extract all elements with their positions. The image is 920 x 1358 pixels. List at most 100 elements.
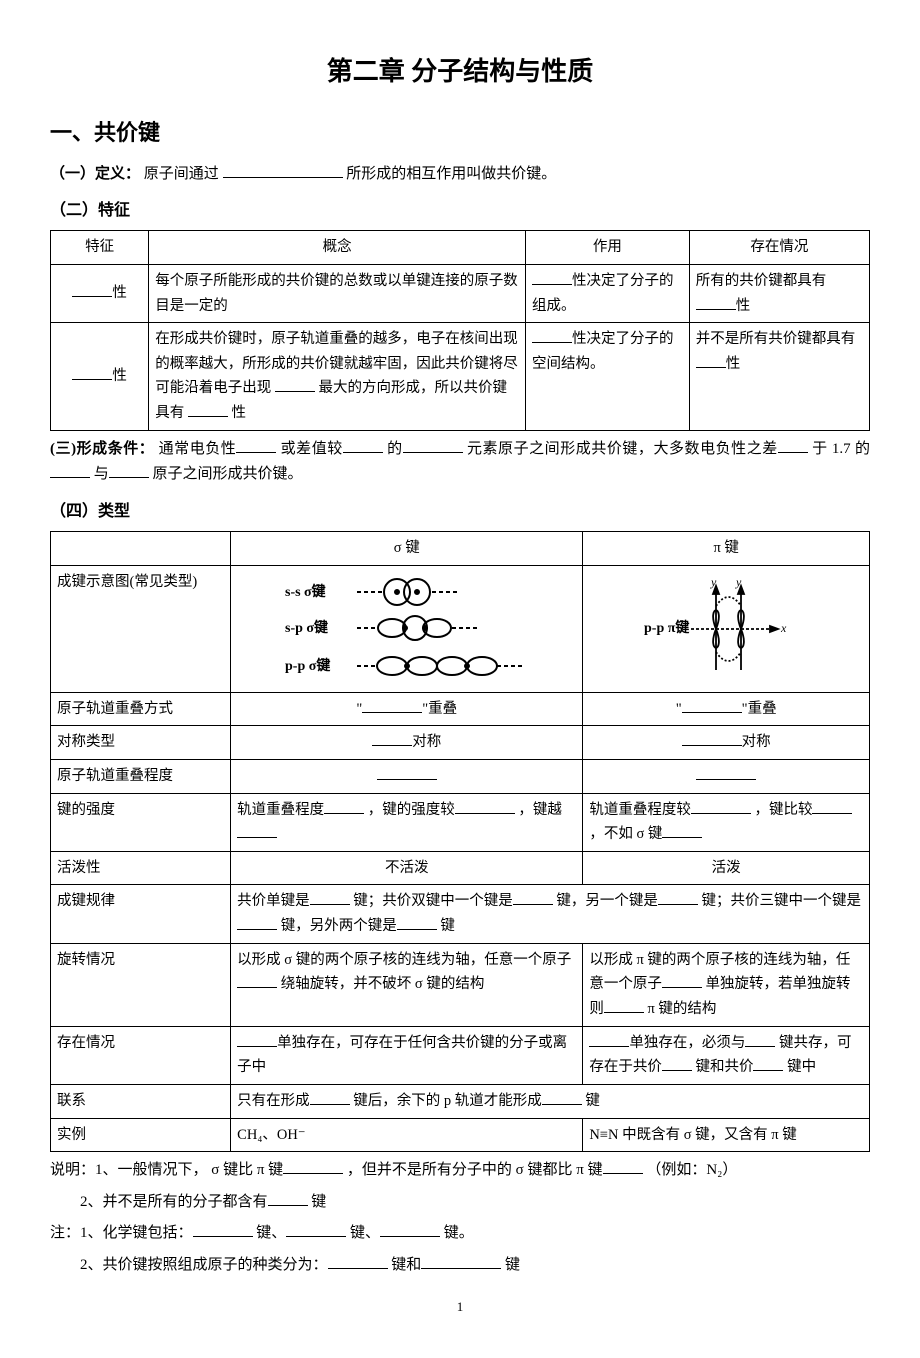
blank [72,365,112,381]
blank [310,1089,350,1105]
blank [237,973,277,989]
th-concept: 概念 [149,231,526,265]
text: 轨道重叠程度较 [589,802,691,818]
blank [812,798,852,814]
table-row: 对称类型 对称 对称 [51,726,870,760]
text: 键后，余下的 p 轨道才能形成 [353,1093,542,1109]
definition-label: （一）定义： [50,166,140,182]
blank [286,1221,346,1237]
blank [283,1158,343,1174]
text: 键和共价 [695,1059,753,1075]
cell-text: 性 [112,285,127,301]
cell-text: 性 [726,356,741,372]
row-label: 活泼性 [51,851,231,885]
table-row: 原子轨道重叠方式 ""重叠 ""重叠 [51,692,870,726]
blank [237,823,277,839]
blank [310,890,350,906]
text: 键 [311,1194,326,1210]
th-pi: π 键 [583,531,870,565]
text: ，但并不是所有分子中的 σ 键都比 π 键 [347,1162,603,1178]
blank [268,1190,308,1206]
text: 单独存在，必须与 [629,1035,745,1051]
text: 与 [94,466,109,482]
table-row: 键的强度 轨道重叠程度 ，键的强度较 ，键越 轨道重叠程度较 ，键比较 ，不如 … [51,793,870,851]
text: 键和 [391,1257,421,1273]
text: ，键越 [518,802,562,818]
text: 以形成 σ 键的两个原子核的连线为轴，任意一个原子 [237,952,571,968]
row-label: 成键规律 [51,885,231,943]
table-row: 联系 只有在形成 键后，余下的 p 轨道才能形成 键 [51,1084,870,1118]
text: 轨道重叠程度 [237,802,324,818]
table-row: 存在情况 单独存在，可存在于任何含共价键的分子或离子中 单独存在，必须与 键共存… [51,1026,870,1084]
blank [691,798,751,814]
blank [658,890,698,906]
blank [343,437,383,453]
formation-conditions: (三)形成条件： 通常电负性 或差值较 的 元素原子之间形成共价键，大多数电负性… [50,437,870,488]
definition-text-a: 原子间通过 [144,166,219,182]
text: 键，另外两个键是 [281,918,397,934]
row-label: 存在情况 [51,1026,231,1084]
blank [513,890,553,906]
text: 绕轴旋转，并不破坏 σ 键的结构 [281,976,485,992]
blank [682,731,742,747]
svg-text:p-p σ键: p-p σ键 [285,657,331,674]
features-table: 特征 概念 作用 存在情况 性 每个原子所能形成的共价键的总数或以单键连接的原子… [50,230,870,430]
text: （例如：N₂） [646,1162,737,1178]
blank [328,1253,388,1269]
svg-text:p-p π键: p-p π键 [644,619,690,636]
blank [275,377,315,393]
text: 元素原子之间形成共价键，大多数电负性之差 [467,441,778,457]
text: ，键的强度较 [368,802,455,818]
blank [397,915,437,931]
row-label: 原子轨道重叠程度 [51,759,231,793]
definition-line: （一）定义： 原子间通过 所形成的相互作用叫做共价键。 [50,162,870,188]
text: 单独存在，可存在于任何含共价键的分子或离子中 [237,1035,567,1076]
text: 只有在形成 [237,1093,310,1109]
blank [745,1031,775,1047]
table-row: 旋转情况 以形成 σ 键的两个原子核的连线为轴，任意一个原子 绕轴旋转，并不破坏… [51,943,870,1026]
cell-text: 每个原子所能形成的共价键的总数或以单键连接的原子数目是一定的 [149,264,526,322]
blank [50,462,90,478]
subsection-3-label: (三)形成条件： [50,441,154,457]
text: 共价单键是 [237,893,310,909]
text: ，键比较 [754,802,812,818]
cell-text: 性 [232,405,247,421]
blank [380,1221,440,1237]
blank [403,437,463,453]
blank [604,997,644,1013]
text: ，不如 σ 键 [589,826,662,842]
text: "重叠 [422,701,457,717]
blank [696,764,756,780]
definition-text-b: 所形成的相互作用叫做共价键。 [346,166,556,182]
blank [682,697,742,713]
text: 键、 [350,1225,380,1241]
page-title: 第二章 分子结构与性质 [50,50,870,94]
text: 2、共价键按照组成原子的种类分为： [80,1257,328,1273]
blank [662,1056,692,1072]
subsection-2-label: （二）特征 [50,197,870,224]
sigma-diagrams: s-s σ键 s-p σ键 p-p σ键 [231,565,583,692]
subsection-4-label: （四）类型 [50,498,870,525]
text: N≡N 中既含有 σ 键，又含有 π 键 [583,1118,870,1152]
blank [696,352,726,368]
blank [455,798,515,814]
text: 于 1.7 的 [812,441,870,457]
text: 键；共价双键中一个键是 [353,893,513,909]
note-3: 注：1、化学键包括： 键、 键、 键。 [50,1221,870,1247]
row-label: 联系 [51,1084,231,1118]
note-2: 2、并不是所有的分子都含有 键 [50,1190,870,1216]
note-1: 说明：1、一般情况下， σ 键比 π 键 ，但并不是所有分子中的 σ 键都比 π… [50,1158,870,1184]
blank [72,282,112,298]
blank [223,162,343,178]
page-number: 1 [50,1296,870,1318]
blank [362,697,422,713]
blank [377,764,437,780]
text: 键；共价三键中一个键是 [702,893,862,909]
blank [532,269,572,285]
blank [753,1056,783,1072]
blank [662,823,702,839]
table-row: 实例 CH₄、OH⁻ N≡N 中既含有 σ 键，又含有 π 键 [51,1118,870,1152]
text: 不活泼 [231,851,583,885]
note-4: 2、共价键按照组成原子的种类分为： 键和 键 [50,1253,870,1279]
section-1-heading: 一、共价键 [50,114,870,151]
